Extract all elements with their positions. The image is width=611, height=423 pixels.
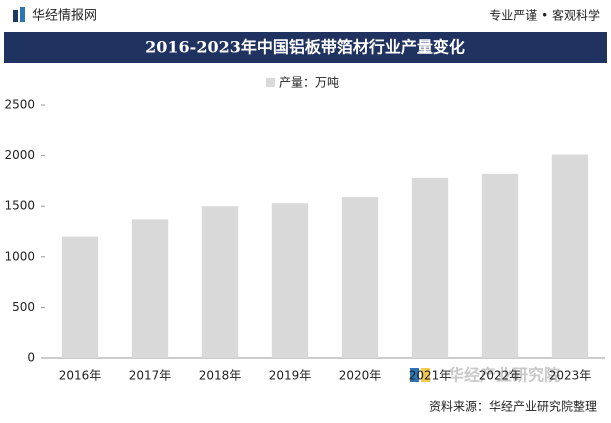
bar — [271, 203, 309, 358]
x-tick-label: 2018年 — [199, 369, 242, 383]
bar — [61, 236, 99, 358]
logo-icon — [13, 7, 25, 22]
brand-logo — [410, 368, 430, 382]
bar — [131, 219, 169, 358]
x-tick-label: 2023年 — [549, 369, 592, 383]
legend-label: 产量：万吨 — [279, 76, 339, 90]
x-tick-label: 2022年 — [479, 369, 522, 383]
y-tick-label: 500 — [12, 300, 35, 314]
brand-text: 华经产业研究院 — [448, 366, 560, 385]
source: 资料来源：华经产业研究院整理 — [429, 399, 597, 414]
y-tick-label: 1000 — [4, 249, 35, 263]
chart-title: 2016-2023年中国铝板带箔材行业产量变化 — [145, 38, 465, 57]
y-tick-label: 2500 — [4, 98, 35, 112]
x-tick-label: 2019年 — [269, 369, 312, 383]
legend-swatch — [266, 78, 275, 87]
bar — [341, 197, 379, 358]
y-tick-label: 0 — [27, 351, 35, 365]
logo-text: 华经情报网 — [32, 9, 97, 24]
bar — [481, 173, 519, 358]
x-tick-label: 2017年 — [129, 369, 172, 383]
bar — [411, 177, 449, 358]
y-tick-label: 1500 — [4, 199, 35, 213]
slogan: 专业严谨 • 客观科学 — [489, 8, 600, 23]
y-tick-label: 2000 — [4, 148, 35, 162]
bar — [551, 154, 589, 358]
x-tick-label: 2021年 — [409, 369, 452, 383]
x-tick-label: 2020年 — [339, 369, 382, 383]
x-tick-label: 2016年 — [59, 369, 102, 383]
title-bar — [4, 32, 607, 63]
bar — [201, 206, 239, 358]
